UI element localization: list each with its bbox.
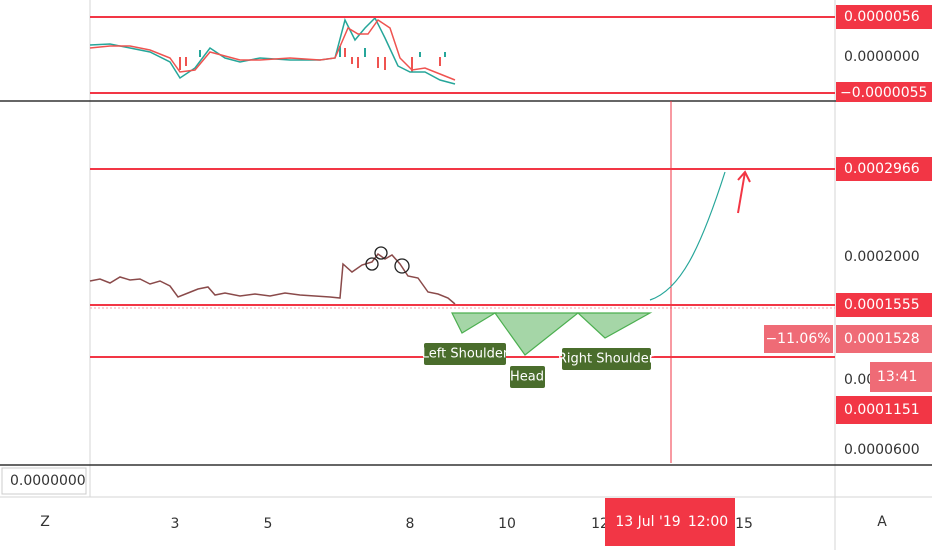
shape <box>451 312 498 334</box>
time-label: 5 <box>264 516 273 532</box>
horizontal-lines <box>90 16 835 358</box>
countdown: 13:41 <box>877 369 917 385</box>
pattern-shapes <box>451 312 653 356</box>
price-label: 0.0001528 <box>844 331 920 347</box>
shape <box>374 246 388 260</box>
auto-button[interactable]: A <box>877 514 887 530</box>
time-label: 12 <box>591 516 609 532</box>
time-label: 15 <box>735 516 753 532</box>
shape <box>737 170 751 183</box>
annotation: Head <box>510 370 544 385</box>
price-series <box>89 252 456 305</box>
price-badge <box>836 5 932 29</box>
price-badge <box>836 293 932 317</box>
shape <box>394 258 410 274</box>
price-badge <box>836 325 932 353</box>
price-badge <box>836 396 932 424</box>
projection-curve <box>649 171 726 301</box>
circle-drawings <box>365 246 410 274</box>
shape <box>737 171 746 214</box>
time-label: 8 <box>406 516 415 532</box>
price-label: 0.0002966 <box>844 161 920 177</box>
time-label: 10 <box>498 516 516 532</box>
price-badge <box>836 82 932 102</box>
price-label: 0.00 <box>844 372 875 388</box>
time-axis: 3 5 8 10 12 15 13 Jul '19 12:00 <box>171 498 753 546</box>
price-label: 0.0002000 <box>844 249 920 265</box>
shape <box>576 312 653 339</box>
price-axis: 0.0000056 0.0000000 −0.0000055 0.0002966… <box>764 5 932 458</box>
shape <box>365 257 379 271</box>
target-arrow <box>737 170 751 214</box>
time-label: 3 <box>171 516 180 532</box>
shape <box>89 16 456 85</box>
oscillator <box>89 16 456 85</box>
change-label: −11.06% <box>765 331 830 347</box>
price-label: 0.0001151 <box>844 402 920 418</box>
shape <box>493 312 580 356</box>
countdown-badge <box>870 362 932 392</box>
zoom-button[interactable]: Z <box>40 514 50 530</box>
crosshair-time: 12:00 <box>688 514 728 530</box>
price-label: −0.0000055 <box>840 85 927 101</box>
price-label: 0.0000000 <box>844 49 920 65</box>
bottom-price-box <box>1 467 87 495</box>
price-label: 0.0001555 <box>844 297 920 313</box>
crosshair-date: 13 Jul '19 <box>615 514 680 530</box>
price-label: 0.0000600 <box>844 442 920 458</box>
annotation-box <box>510 366 545 388</box>
annotation: Right Shoulder <box>558 352 655 367</box>
change-badge <box>764 325 833 353</box>
shape <box>89 18 456 81</box>
annotation-box <box>424 343 506 365</box>
price-label: 0.0000000 <box>10 473 86 489</box>
annotation: Left Shoulder <box>422 347 509 362</box>
price-label: 0.0000056 <box>844 9 920 25</box>
annotation-box <box>562 348 651 370</box>
crosshair-badge <box>605 498 735 546</box>
price-badge <box>836 157 932 181</box>
